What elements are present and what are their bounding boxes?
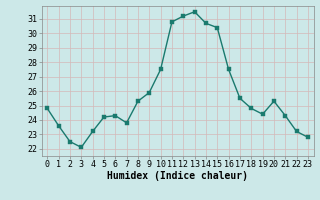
- X-axis label: Humidex (Indice chaleur): Humidex (Indice chaleur): [107, 171, 248, 181]
